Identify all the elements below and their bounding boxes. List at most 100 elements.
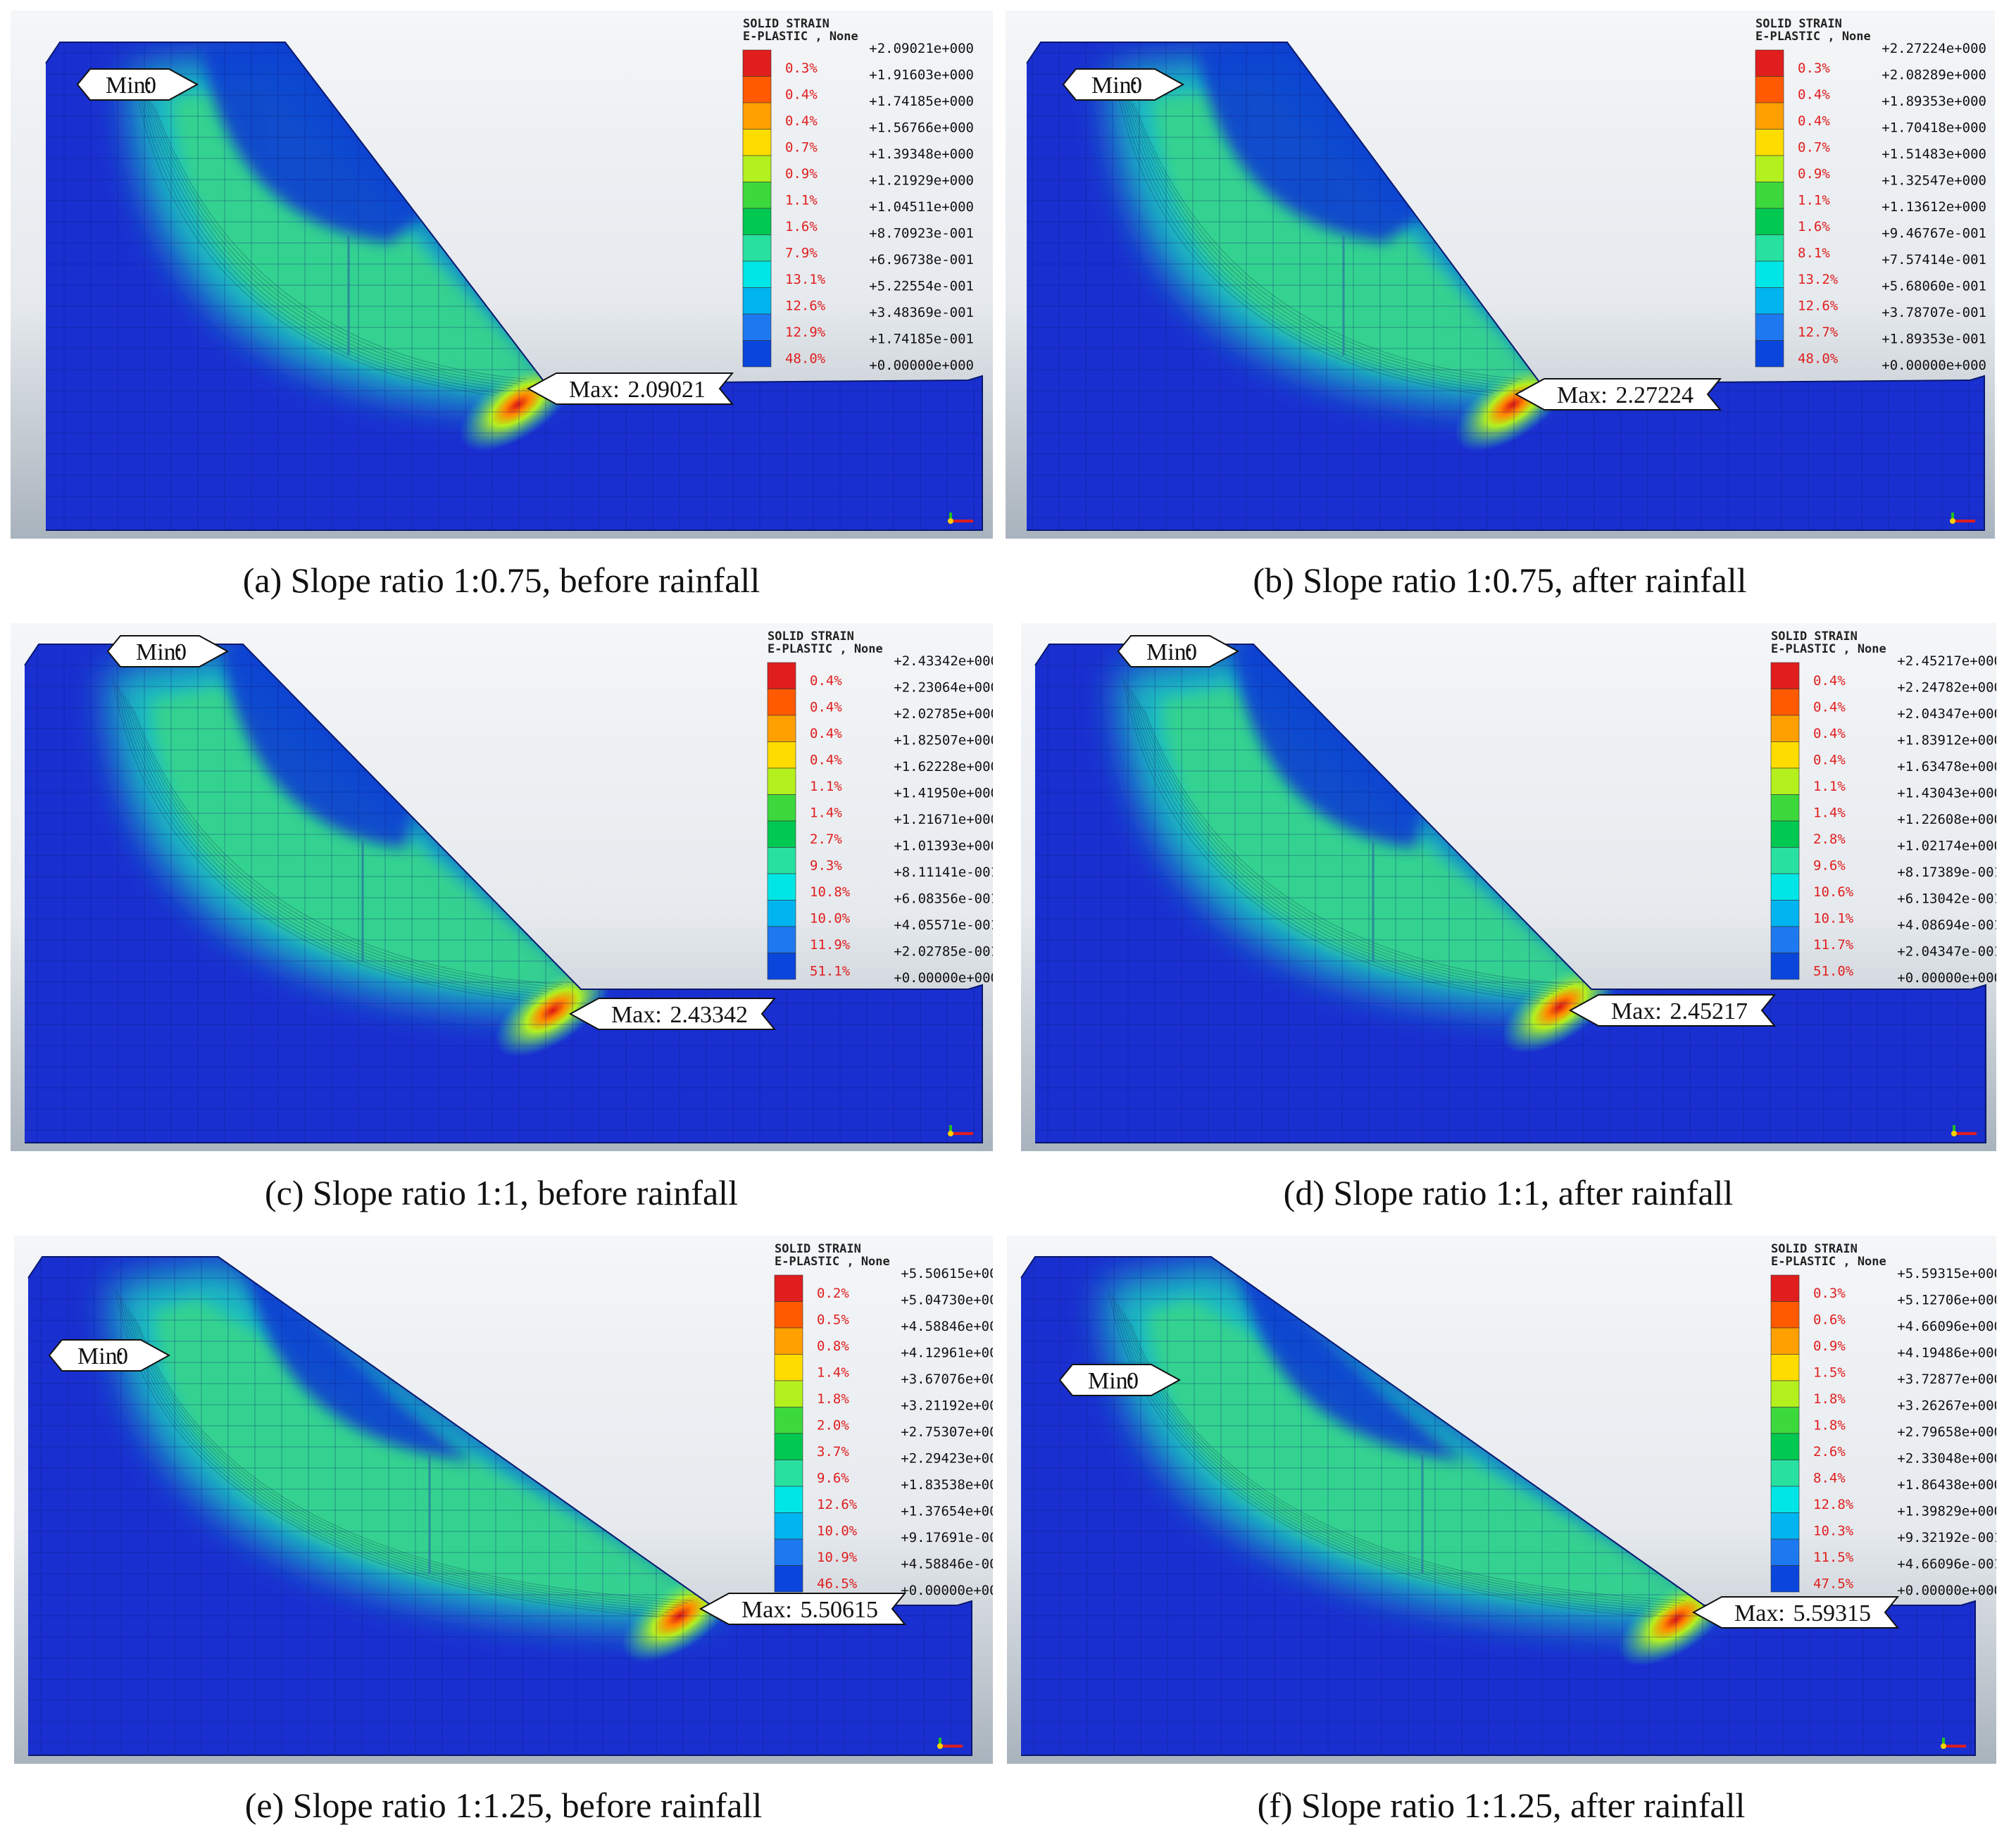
legend-band	[1755, 182, 1784, 209]
legend-band	[774, 1327, 803, 1355]
legend-title: SOLID STRAIN	[775, 1242, 861, 1256]
legend-title: SOLID STRAIN	[743, 17, 829, 31]
legend-band	[1770, 1460, 1800, 1487]
legend-value: +1.21929e+000	[869, 173, 974, 189]
axis-triad-icon	[948, 1125, 973, 1136]
legend-value: +4.58846e+000	[901, 1319, 993, 1334]
max-callout-value: 2.45217	[1670, 998, 1748, 1024]
legend-value: +3.21192e+000	[901, 1398, 993, 1414]
legend-percent: 1.4%	[1813, 805, 1846, 820]
legend-percent: 0.4%	[785, 113, 818, 129]
legend-percent: 1.1%	[1813, 779, 1846, 794]
legend-percent: 0.4%	[1813, 699, 1846, 715]
legend-value: +6.96738e-001	[869, 252, 974, 268]
max-callout: Max: 2.09021	[526, 372, 734, 405]
legend-value: +2.08289e+000	[1882, 68, 1986, 83]
legend-percent: 0.3%	[1813, 1286, 1846, 1301]
legend-value: +3.67076e+000	[901, 1372, 993, 1387]
min-callout-label: Min:	[1091, 73, 1138, 99]
legend-percent: 46.5%	[817, 1576, 858, 1591]
legend-band	[774, 1460, 803, 1487]
legend-percent: 51.1%	[810, 963, 851, 979]
legend-value: +3.26267e+000	[1897, 1398, 1996, 1414]
legend-band	[774, 1486, 803, 1513]
legend-value: +9.32192e-001	[1897, 1530, 1996, 1545]
legend-percent: 0.3%	[1798, 61, 1830, 76]
legend-band	[1770, 1512, 1800, 1540]
legend-value: +1.01393e+000	[894, 839, 993, 854]
legend-percent: 1.4%	[817, 1365, 849, 1380]
legend-band	[767, 767, 796, 795]
axis-triad-icon	[948, 513, 973, 524]
legend-percent: 9.6%	[1813, 858, 1846, 873]
legend-value: +1.56766e+000	[869, 120, 974, 136]
legend-band	[1770, 741, 1800, 769]
legend-band	[742, 208, 772, 235]
legend-band	[742, 49, 772, 77]
legend-percent: 9.6%	[817, 1470, 849, 1486]
legend-percent: 0.4%	[810, 673, 842, 689]
legend-band	[1755, 234, 1784, 262]
legend-band	[1770, 1327, 1800, 1355]
legend-title: SOLID STRAIN	[768, 629, 854, 644]
legend-band	[1770, 1538, 1800, 1566]
legend-percent: 12.6%	[785, 298, 826, 313]
axis-triad-icon	[1941, 1738, 1966, 1749]
max-callout: Max: 2.43342	[568, 998, 777, 1030]
legend-band	[742, 234, 772, 262]
legend-band	[1770, 662, 1800, 689]
legend-band	[1770, 1274, 1800, 1302]
panel-d: Max: 2.45217 Min: 0 SOLID STRAIN E-PLASTIC , …	[1021, 623, 1996, 1151]
max-callout-label: Max:	[569, 377, 620, 403]
legend-value: +1.41950e+000	[894, 786, 993, 801]
legend-band	[767, 741, 796, 769]
min-callout: Min:0	[48, 1339, 171, 1372]
legend-value: +2.09021e+000	[869, 41, 974, 56]
legend-subtitle: E-PLASTIC , None	[743, 30, 858, 44]
min-callout-label: Min:	[1088, 1368, 1134, 1394]
legend-band	[742, 340, 772, 368]
min-callout: Min:0	[106, 635, 230, 667]
legend-value: +1.89353e+000	[1882, 94, 1986, 109]
legend-band	[1755, 49, 1784, 77]
min-callout-label: Min:	[77, 1343, 124, 1369]
legend-value: +1.39348e+000	[869, 146, 974, 162]
legend-band	[774, 1538, 803, 1566]
legend-percent: 10.9%	[817, 1550, 858, 1565]
legend-band	[767, 662, 796, 689]
legend-value: +4.05571e-001	[894, 917, 993, 933]
panel-c: Max: 2.43342 Min: 0 SOLID STRAIN E-PLASTIC , …	[11, 623, 993, 1151]
legend-subtitle: E-PLASTIC , None	[1755, 30, 1871, 44]
legend-percent: 2.7%	[810, 832, 842, 847]
legend-percent: 11.7%	[1813, 937, 1854, 953]
legend-percent: 13.1%	[785, 272, 826, 287]
legend-percent: 1.8%	[817, 1391, 849, 1407]
legend-percent: 0.4%	[1798, 113, 1830, 129]
panel-caption: (d) Slope ratio 1:1, after rainfall	[1283, 1173, 1734, 1212]
legend-value: +0.00000e+000	[1897, 970, 1996, 986]
legend-band	[742, 287, 772, 315]
max-callout-value: 2.43342	[670, 1002, 749, 1028]
legend-value: +2.79658e+000	[1897, 1424, 1996, 1440]
legend-percent: 9.3%	[810, 858, 842, 873]
legend-percent: 1.1%	[810, 779, 842, 794]
legend-percent: 1.6%	[785, 219, 818, 234]
legend-subtitle: E-PLASTIC , None	[1771, 642, 1886, 656]
legend-percent: 0.9%	[1813, 1338, 1846, 1354]
legend-band	[1755, 287, 1784, 315]
legend-percent: 1.4%	[810, 805, 842, 820]
legend-percent: 10.0%	[810, 910, 851, 926]
legend-value: +2.02785e+000	[894, 706, 993, 722]
legend-percent: 12.7%	[1798, 325, 1839, 340]
legend-percent: 10.8%	[810, 884, 851, 900]
legend-value: +2.45217e+000	[1897, 653, 1996, 669]
legend-value: +8.11141e-001	[894, 865, 993, 880]
max-callout-value: 5.50615	[801, 1597, 879, 1623]
